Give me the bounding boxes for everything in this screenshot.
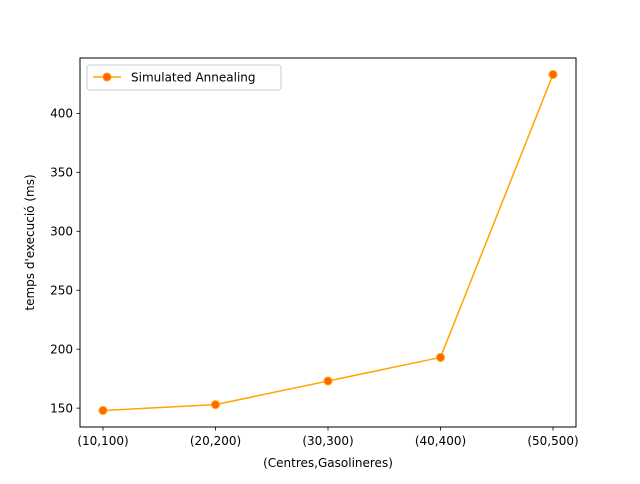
legend-box [86,64,282,91]
x-tick-label: (20,200) [190,434,241,448]
y-tick-label: 350 [50,166,73,180]
y-tick-label: 300 [50,225,73,239]
y-tick-label: 400 [50,107,73,121]
legend: Simulated Annealing [86,64,282,91]
data-point [323,376,333,386]
x-tick-label: (50,500) [527,434,578,448]
x-axis-label: (Centres,Gasolineres) [263,456,393,470]
x-tick-label: (30,300) [302,434,353,448]
data-point [548,70,558,80]
x-tick-label: (40,400) [415,434,466,448]
x-tick-label: (10,100) [77,434,128,448]
y-axis-label: temps d'execució (ms) [23,174,37,310]
data-point [436,352,445,362]
y-tick-label: 200 [50,342,73,356]
y-tick-label: 150 [50,401,73,415]
legend-series-label: Simulated Annealing [131,71,256,85]
legend-series-marker [102,72,112,82]
plot-frame [79,57,577,428]
y-tick-label: 250 [50,284,73,298]
data-point [98,405,108,415]
data-point [211,400,220,410]
